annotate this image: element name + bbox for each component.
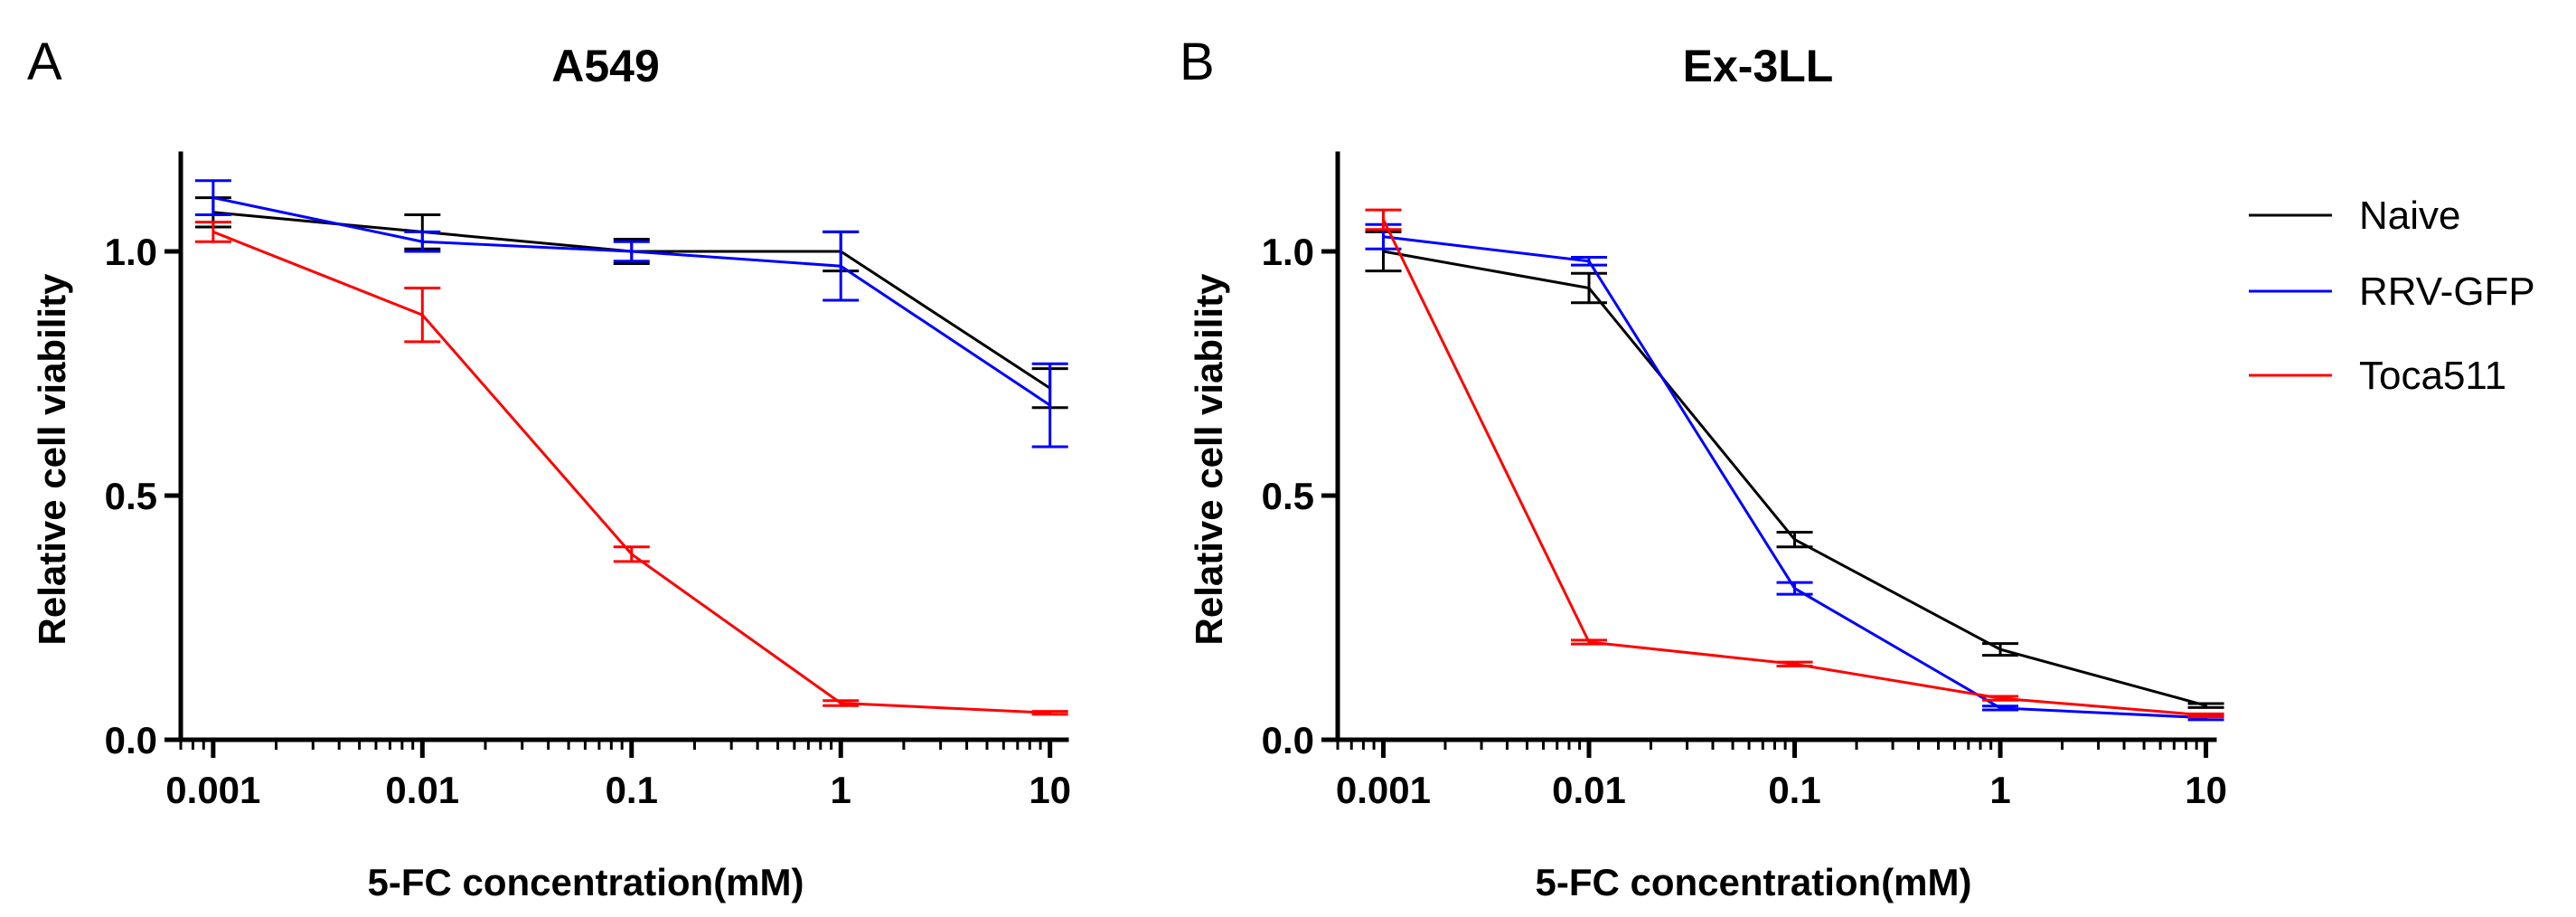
panel-a-error-bar-rrv-gfp — [1031, 362, 1068, 449]
panel-a-y-tick-label: 0.0 — [105, 719, 157, 761]
panel-a-x-tick-label: 1 — [831, 769, 851, 811]
panel-b-series-toca511 — [1382, 219, 2206, 717]
panel-b-x-tick-label: 0.01 — [1552, 769, 1626, 811]
panel-b-error-bar-rrv-gfp — [1982, 704, 2019, 712]
panel-b-error-bar-naive — [1571, 271, 1608, 305]
legend-label-toca511: Toca511 — [2359, 354, 2506, 398]
panel-b-error-bar-toca511 — [2187, 712, 2224, 719]
panel-b-error-bar-toca511 — [1365, 208, 1402, 232]
panel-b-error-bar-toca511 — [1982, 695, 2019, 702]
panel-a-error-bar-rrv-gfp — [194, 179, 231, 216]
panel-a-error-bar-toca511 — [823, 699, 860, 707]
panel-a-error-bar-rrv-gfp — [613, 240, 650, 263]
panel-a-error-bar-toca511 — [404, 287, 441, 344]
panel-a-letter: A — [27, 33, 62, 91]
panel-b-error-bar-naive — [1982, 642, 2019, 657]
panel-b-letter: B — [1180, 33, 1215, 91]
panel-a-x-axis-label: 5-FC concentration(mM) — [368, 861, 804, 903]
panel-b-y-axis-label: Relative cell viability — [1188, 273, 1230, 646]
panel-a-series-rrv-gfp — [212, 196, 1051, 407]
panel-b-error-bar-toca511 — [1776, 660, 1813, 667]
panel-a-series-toca511 — [212, 231, 1050, 714]
panel-a-title: A549 — [551, 41, 660, 91]
panel-b-title: Ex-3LL — [1683, 41, 1834, 91]
legend-label-naive: Naive — [2359, 194, 2461, 238]
panel-b-series-naive — [1383, 250, 2206, 707]
panel-a-y-tick-label: 0.5 — [105, 475, 157, 517]
panel-b-plot: 0.0 0.5 1.0 0.001 0.01 0.1 1 10 — [1262, 151, 2227, 811]
legend: Naive RRV-GFP Toca511 — [2249, 194, 2535, 398]
panel-b-y-tick-label: 0.0 — [1262, 719, 1314, 761]
panel-b-error-bar-rrv-gfp — [1776, 581, 1813, 596]
panel-b-x-axis-label: 5-FC concentration(mM) — [1536, 861, 1972, 903]
panel-b-series-rrv-gfp — [1383, 235, 2206, 720]
panel-a-error-bar-toca511 — [1031, 710, 1068, 716]
panel-a-y-tick-label: 1.0 — [105, 231, 157, 273]
panel-a-x-tick-label: 0.01 — [385, 769, 459, 811]
panel-b-error-bar-naive — [1776, 531, 1813, 549]
panel-a-plot: 0.0 0.5 1.0 0.001 0.01 0.1 1 10 — [105, 151, 1071, 811]
panel-a-error-bar-rrv-gfp — [823, 230, 860, 302]
panel-a-x-tick-label: 0.1 — [606, 769, 658, 811]
panel-a-y-axis-label: Relative cell viability — [31, 273, 73, 646]
panel-a-error-bar-toca511 — [613, 545, 650, 563]
panel-a-error-bar-rrv-gfp — [404, 230, 441, 253]
panel-b-x-tick-label: 0.1 — [1768, 769, 1820, 811]
panel-a-x-tick-label: 0.001 — [165, 769, 260, 811]
panel-b-x-tick-label: 10 — [2185, 769, 2227, 811]
panel-b-y-tick-label: 1.0 — [1262, 231, 1314, 273]
panel-b-x-tick-label: 1 — [1989, 769, 2010, 811]
panel-b-error-bar-naive — [2187, 702, 2224, 709]
legend-label-rrv-gfp: RRV-GFP — [2359, 269, 2535, 314]
panel-a-x-tick-label: 10 — [1029, 769, 1071, 811]
panel-b-error-bar-rrv-gfp — [1571, 255, 1608, 267]
panel-b-x-tick-label: 0.001 — [1336, 769, 1431, 811]
panel-b-y-tick-label: 0.5 — [1262, 475, 1314, 517]
panel-a-error-bar-toca511 — [194, 221, 231, 243]
panel-b-error-bar-toca511 — [1571, 638, 1608, 646]
